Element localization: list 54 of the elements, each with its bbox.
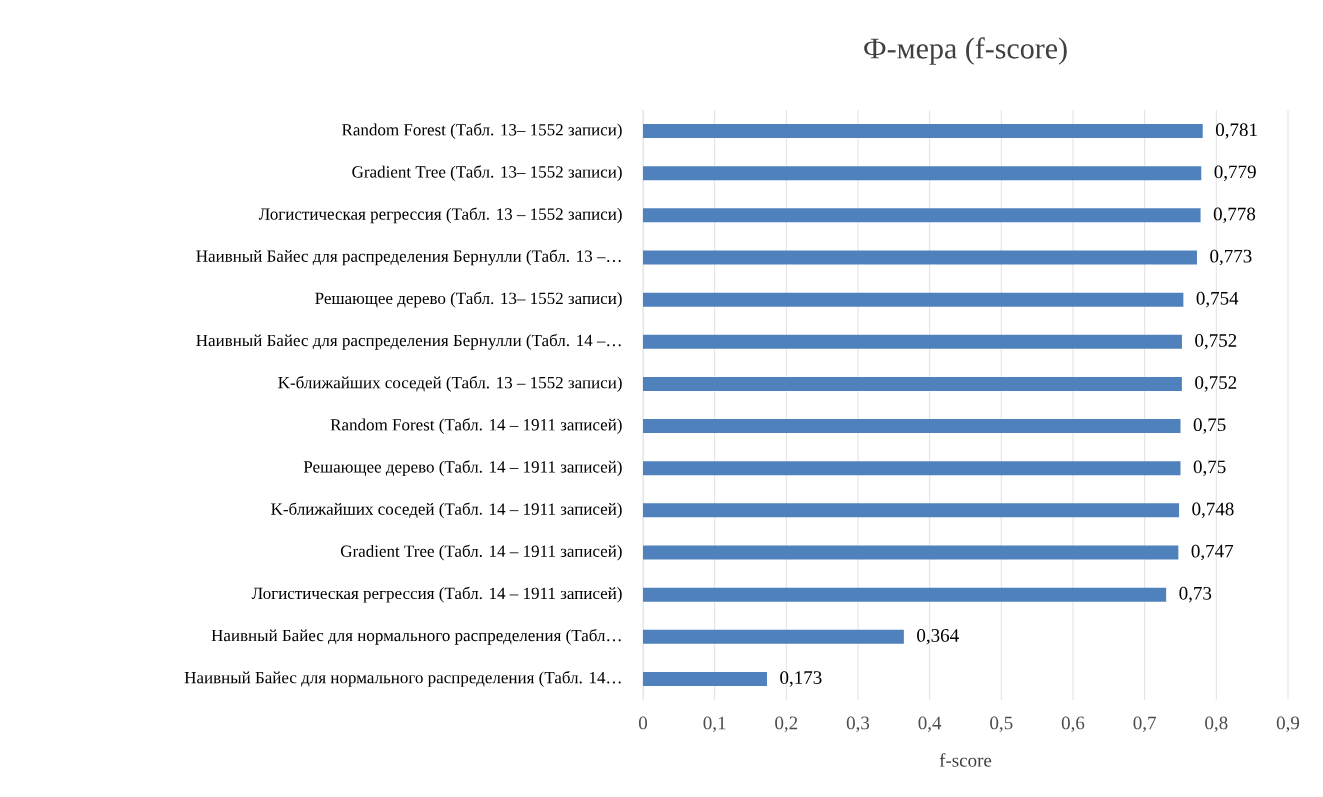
x-tick-label: 0	[638, 716, 648, 730]
data-label: 0,75	[1193, 460, 1226, 476]
y-tick-label: K-ближайших соседей (Табл. 13 – 1552 записи)	[278, 376, 622, 392]
data-label: 0,778	[1213, 207, 1256, 224]
data-label: 0,754	[1196, 291, 1239, 308]
data-label: 0,747	[1191, 544, 1234, 561]
x-tick-label: 0,8	[1205, 716, 1228, 733]
x-tick-label: 0,9	[1276, 716, 1300, 733]
bar	[643, 124, 1203, 139]
bar	[643, 671, 767, 686]
data-label: 0,748	[1192, 502, 1234, 519]
x-tick-label: 0,4	[918, 716, 942, 733]
y-tick-label: Наивный Байес для нормального распределения (Табл…	[211, 628, 621, 645]
y-tick-label: Наивный Байес для распределения Бернулли (Табл. 13 –…	[196, 249, 621, 266]
x-tick-label: 0,6	[1061, 716, 1085, 733]
data-label: 0,773	[1210, 249, 1252, 266]
bar	[643, 629, 904, 644]
y-tick-label: Gradient Tree (Табл. 14 – 1911 записей)	[340, 544, 622, 561]
y-tick-label: Gradient Tree (Табл. 13– 1552 записи)	[352, 165, 622, 182]
x-tick-label: 0,2	[775, 716, 798, 733]
bar	[643, 208, 1201, 223]
bar	[643, 587, 1167, 602]
bar	[643, 292, 1184, 307]
bar	[643, 166, 1202, 181]
bar	[643, 545, 1179, 560]
bar	[643, 419, 1181, 434]
bar	[643, 250, 1197, 265]
x-tick-label: 0,5	[990, 716, 1013, 733]
y-tick-label: Наивный Байес для распределения Бернулли (Табл. 14 –…	[196, 333, 621, 350]
y-tick-label: Random Forest (Табл. 13– 1552 записи)	[342, 123, 622, 139]
data-label: 0,752	[1195, 376, 1237, 392]
y-tick-label: Решающее дерево (Табл. 13– 1552 записи)	[315, 291, 622, 308]
x-axis-title: f-score	[939, 753, 992, 767]
data-label: 0,75	[1193, 418, 1226, 434]
x-tick-label: 0,7	[1133, 716, 1156, 733]
y-tick-label: K-ближайших соседей (Табл. 14 – 1911 записей)	[271, 502, 622, 519]
y-tick-label: Наивный Байес для нормального распределения (Табл. 14…	[184, 671, 621, 687]
bar	[643, 376, 1182, 391]
data-label: 0,779	[1214, 165, 1256, 181]
data-label: 0,752	[1195, 334, 1237, 350]
chart-title: Ф-мера (f-score)	[864, 37, 1067, 65]
data-label: 0,73	[1179, 586, 1212, 603]
x-tick-label: 0,3	[846, 716, 870, 733]
bar	[643, 503, 1180, 518]
y-tick-label: Логистическая регрессия (Табл. 13 – 1552 записи)	[258, 207, 622, 224]
y-tick-label: Решающее дерево (Табл. 14 – 1911 записей)	[303, 460, 622, 477]
data-label: 0,364	[917, 629, 959, 645]
data-label: 0,781	[1215, 123, 1257, 139]
data-label: 0,173	[780, 671, 822, 687]
bar	[643, 334, 1182, 349]
y-tick-label: Random Forest (Табл. 14 – 1911 записей)	[330, 418, 622, 434]
bar	[643, 461, 1181, 476]
y-tick-label: Логистическая регрессия (Табл. 14 – 1911 записей)	[251, 586, 622, 603]
x-tick-label: 0,1	[703, 716, 726, 733]
